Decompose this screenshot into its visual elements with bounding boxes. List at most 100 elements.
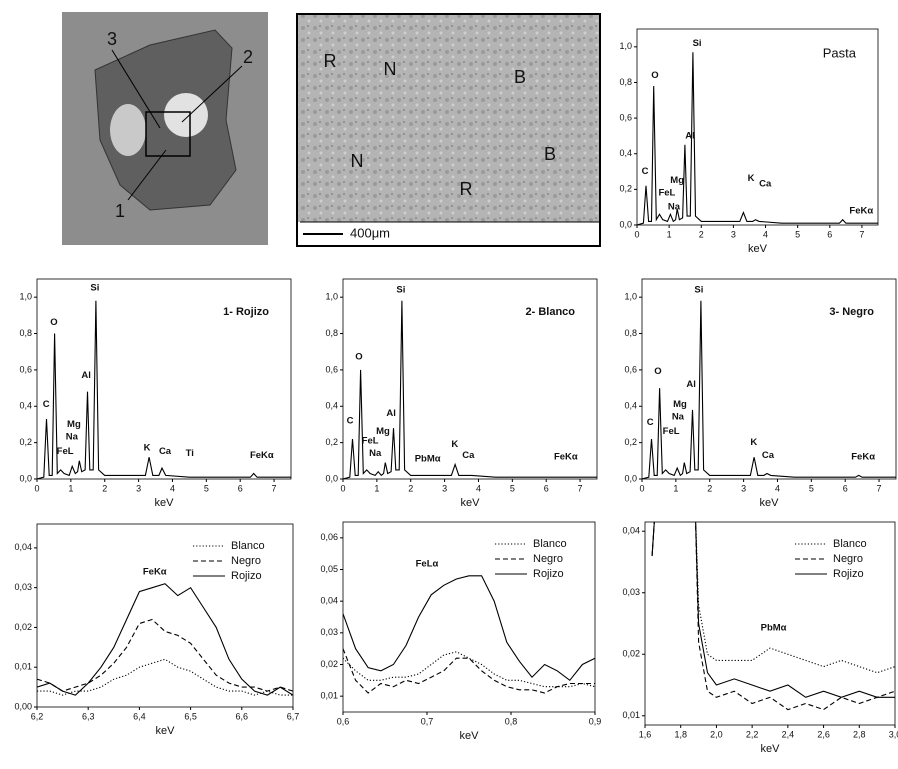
x-axis-label: keV	[460, 730, 480, 742]
x-tick-label: 1	[68, 483, 73, 493]
peak-label: Mg	[670, 175, 684, 186]
pointer-line	[111, 49, 161, 129]
series-line	[642, 300, 896, 479]
x-axis-label: keV	[761, 743, 781, 755]
peak-label: FeL	[57, 446, 74, 457]
legend-label: Blanco	[231, 540, 265, 552]
roi-box	[145, 111, 191, 157]
x-axis-label: keV	[461, 497, 481, 509]
peak-label: K	[451, 439, 458, 450]
legend-label: Rojizo	[533, 568, 564, 580]
image-label: 3	[107, 29, 117, 49]
x-tick-label: 0,8	[505, 716, 518, 726]
peak-label: FeL	[663, 426, 680, 437]
y-tick-label: 0,06	[320, 532, 338, 542]
peak-label: Si	[90, 283, 99, 294]
image-label: R	[460, 179, 473, 199]
chart-title: 2- Blanco	[525, 306, 575, 318]
peak-label: K	[750, 437, 757, 448]
x-tick-label: 0	[634, 229, 639, 239]
x-axis-label: keV	[760, 497, 780, 509]
x-tick-label: 0	[340, 483, 345, 493]
image-label: B	[514, 67, 526, 87]
y-tick-label: 0,0	[19, 473, 32, 483]
x-tick-label: 1,6	[639, 729, 652, 739]
x-tick-label: 2,4	[782, 729, 795, 739]
peak-label: O	[355, 352, 362, 363]
peak-label: C	[642, 166, 649, 177]
peak-label: Na	[668, 202, 681, 213]
peak-label: Si	[694, 284, 703, 295]
y-tick-label: 1,0	[325, 292, 338, 302]
peak-label: K	[144, 443, 151, 454]
pointer-line	[127, 149, 167, 201]
y-tick-label: 0,6	[19, 364, 32, 374]
y-tick-label: 0,6	[325, 364, 338, 374]
x-tick-label: 1	[667, 229, 672, 239]
series-line	[343, 300, 597, 479]
legend-label: Rojizo	[231, 570, 262, 582]
peak-label: Al	[386, 408, 396, 419]
y-tick-label: 0,03	[14, 582, 32, 592]
x-tick-label: 7	[877, 483, 882, 493]
y-tick-label: 0,0	[325, 473, 338, 483]
peak-label: FeKα	[554, 452, 578, 463]
x-tick-label: 0,7	[421, 716, 434, 726]
x-tick-label: 3	[731, 229, 736, 239]
x-tick-label: 6,2	[31, 711, 44, 721]
peak-label: Si	[693, 38, 702, 49]
series-line	[37, 583, 293, 696]
x-tick-label: 7	[578, 483, 583, 493]
peak-label: FeKα	[250, 450, 274, 461]
image-label: N	[384, 59, 397, 79]
peak-label: O	[651, 70, 658, 81]
peak-label: C	[43, 399, 50, 410]
peak-label: FeL	[362, 435, 379, 446]
y-tick-label: 0,03	[320, 627, 338, 637]
y-tick-label: 1,0	[619, 41, 632, 51]
y-tick-label: 0,04	[320, 596, 338, 606]
y-tick-label: 0,01	[320, 691, 338, 701]
y-tick-label: 0,8	[619, 77, 632, 87]
y-tick-label: 1,0	[19, 292, 32, 302]
peak-label: FeKα	[849, 205, 873, 216]
y-tick-label: 0,04	[14, 542, 32, 552]
x-tick-label: 5	[809, 483, 814, 493]
x-tick-label: 6	[238, 483, 243, 493]
y-tick-label: 0,0	[624, 473, 637, 483]
image-label: R	[324, 51, 337, 71]
plot-frame	[644, 521, 896, 726]
y-tick-label: 0,00	[14, 701, 32, 711]
plot-frame	[641, 278, 897, 480]
x-tick-label: 5	[795, 229, 800, 239]
peak-label: Si	[396, 284, 405, 295]
peak-label: PbMα	[415, 454, 441, 465]
legend-label: Negro	[833, 553, 863, 565]
peak-label: C	[347, 415, 354, 426]
x-tick-label: 6	[827, 229, 832, 239]
y-tick-label: 0,4	[325, 401, 338, 411]
x-tick-label: 0	[34, 483, 39, 493]
y-tick-label: 0,8	[624, 328, 637, 338]
x-tick-label: 4	[763, 229, 768, 239]
peak-label: Mg	[673, 399, 687, 410]
series-line	[651, 522, 895, 711]
chart-title: 3- Negro	[829, 306, 874, 318]
peak-label: Mg	[376, 426, 390, 437]
image-label: 2	[243, 47, 253, 67]
white-zone	[164, 93, 208, 137]
peak-label: FeKα	[143, 566, 167, 577]
x-tick-label: 2	[699, 229, 704, 239]
x-tick-label: 1	[374, 483, 379, 493]
series-line	[37, 618, 293, 692]
x-tick-label: 2,8	[853, 729, 866, 739]
y-tick-label: 0,04	[622, 526, 640, 536]
x-tick-label: 6,5	[184, 711, 197, 721]
peak-label: Na	[369, 448, 382, 459]
legend-label: Negro	[231, 555, 261, 567]
peak-label: Ti	[186, 448, 194, 459]
peak-label: O	[50, 317, 57, 328]
plot-frame	[36, 278, 292, 480]
x-tick-label: 6,6	[236, 711, 249, 721]
